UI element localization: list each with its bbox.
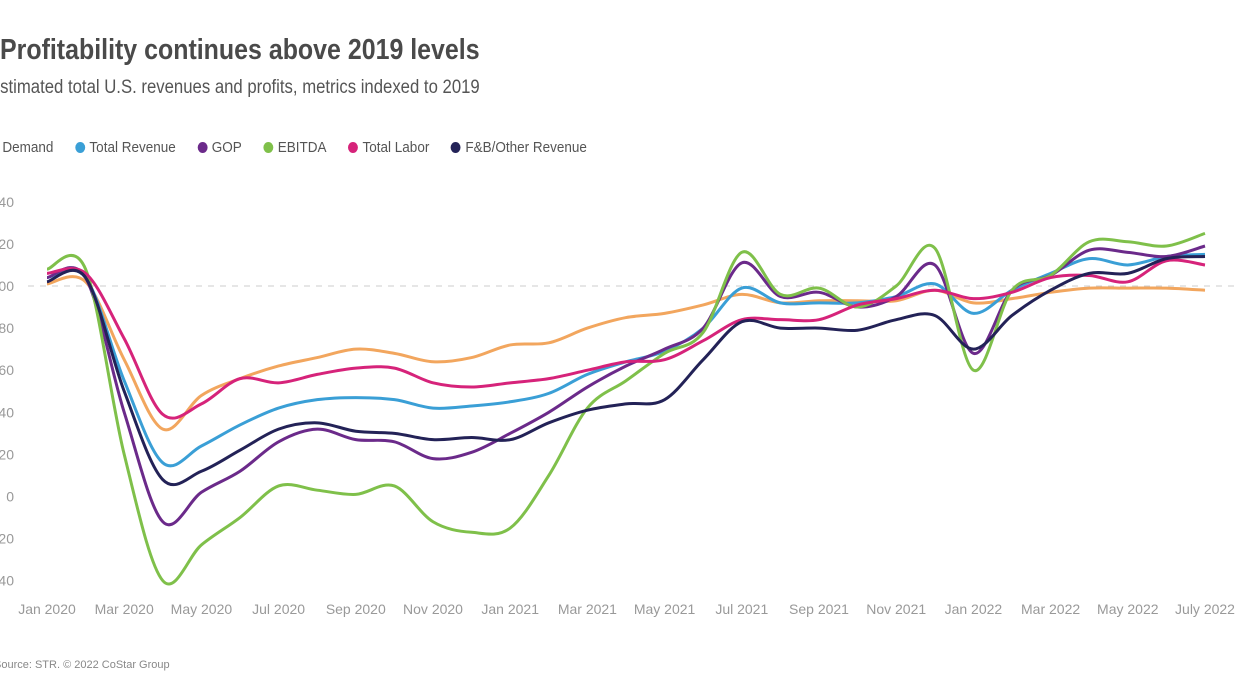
legend-label: GOP	[211, 139, 242, 156]
legend-dot-icon	[197, 142, 208, 153]
x-tick-label: Mar 2022	[1021, 601, 1080, 617]
x-tick-label: July 2022	[1175, 601, 1235, 617]
y-tick-label: 100	[0, 278, 14, 294]
legend-label: Total Labor	[362, 139, 430, 156]
legend-label: EBITDA	[277, 139, 327, 156]
x-tick-label: Jan 2020	[18, 601, 76, 617]
chart-subtitle: Estimated total U.S. revenues and profit…	[0, 77, 480, 98]
series-line-total-labor	[46, 258, 1206, 420]
x-tick-label: Nov 2021	[866, 601, 926, 617]
legend-dot-icon	[75, 142, 85, 153]
legend-dot-icon	[450, 142, 461, 153]
series-line-f-b-other-revenue	[46, 255, 1206, 487]
legend-item[interactable]: Total Revenue	[75, 139, 176, 156]
legend-item[interactable]: F&B/Other Revenue	[450, 139, 587, 156]
y-tick-label: 120	[0, 236, 14, 252]
y-tick-label: -20	[0, 531, 14, 547]
y-tick-label: 140	[0, 194, 14, 210]
x-tick-label: Mar 2020	[95, 601, 154, 617]
x-tick-label: Jan 2021	[481, 601, 539, 617]
legend-item[interactable]: GOP	[197, 139, 242, 156]
x-tick-label: May 2021	[634, 601, 696, 617]
chart-title: Profitability continues above 2019 level…	[0, 34, 480, 66]
x-tick-label: Jul 2021	[715, 601, 768, 617]
series-line-demand	[46, 275, 1206, 432]
x-tick-label: Jan 2022	[945, 601, 1003, 617]
y-tick-label: 60	[0, 362, 14, 378]
legend: Demand Total Revenue GOP EBITDA Total Labor F…	[0, 139, 608, 156]
x-tick-label: Sep 2021	[789, 601, 849, 617]
legend-dot-icon	[263, 142, 274, 153]
series-line-ebitda	[46, 231, 1206, 586]
x-tick-label: Mar 2021	[558, 601, 617, 617]
legend-dot-icon	[348, 142, 359, 153]
y-tick-label: 0	[6, 489, 14, 505]
legend-label: Demand	[2, 139, 54, 156]
x-tick-label: May 2022	[1097, 601, 1159, 617]
legend-item[interactable]: Total Labor	[348, 139, 429, 156]
y-tick-label: 40	[0, 404, 14, 420]
legend-item[interactable]: EBITDA	[263, 139, 327, 156]
legend-label: Total Revenue	[89, 139, 176, 156]
legend-label: F&B/Other Revenue	[465, 139, 587, 156]
x-tick-label: Jul 2020	[252, 601, 305, 617]
y-tick-label: 80	[0, 320, 14, 336]
legend-item[interactable]: Demand	[0, 139, 53, 156]
y-tick-label: 20	[0, 446, 14, 462]
x-tick-label: May 2020	[171, 601, 233, 617]
source-note: Source: STR. © 2022 CoStar Group	[0, 659, 170, 671]
x-tick-label: Nov 2020	[403, 601, 463, 617]
y-tick-label: -40	[0, 573, 14, 589]
x-tick-label: Sep 2020	[326, 601, 386, 617]
